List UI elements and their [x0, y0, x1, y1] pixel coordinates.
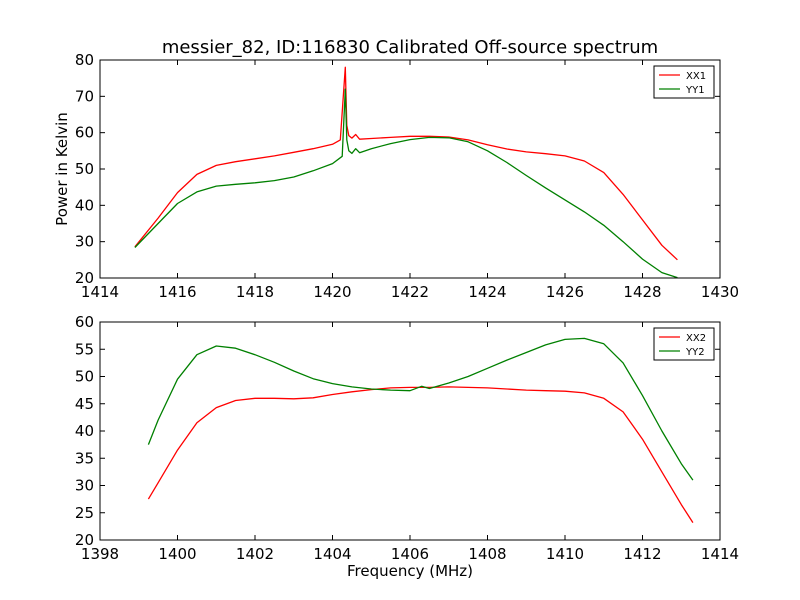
y-tick-label: 70 [75, 87, 94, 105]
x-tick-label: 1400 [158, 545, 196, 563]
x-axis-label: Frequency (MHz) [347, 562, 473, 580]
x-tick-label: 1414 [81, 283, 119, 301]
y-tick-label: 50 [75, 160, 94, 178]
y-tick-label: 25 [75, 504, 94, 522]
x-tick-label: 1406 [391, 545, 429, 563]
top-panel: 1414 1416 1418 1420 1422 1424 1426 1428 1430 20 30… [53, 51, 739, 301]
legend-box [653, 65, 715, 99]
y-tick-label: 55 [75, 340, 94, 358]
x-tick-label: 1408 [468, 545, 506, 563]
x-tick-label: 1420 [313, 283, 351, 301]
x-tick-label: 1404 [313, 545, 351, 563]
chart-title: messier_82, ID:116830 Calibrated Off-sou… [162, 37, 658, 58]
y-tick-label: 50 [75, 368, 94, 386]
x-tick-label: 1424 [468, 283, 506, 301]
legend-label-yy2: YY2 [685, 347, 705, 358]
legend-label-xx2: XX2 [686, 333, 706, 344]
bottom-panel: 1398 1400 1402 1404 1406 1408 1410 1412 1414 20 25… [75, 313, 739, 580]
series-line-yy2 [147, 337, 694, 481]
y-tick-label: 20 [75, 269, 94, 287]
y-tick-label: 40 [75, 196, 94, 214]
y-tick-label: 60 [75, 313, 94, 331]
legend-label-yy1: YY1 [685, 85, 705, 96]
x-tick-label: 1412 [623, 545, 661, 563]
x-tick-label: 1418 [236, 283, 274, 301]
y-tick-label: 80 [75, 51, 94, 69]
x-tick-label: 1428 [623, 283, 661, 301]
x-tick-label: 1416 [158, 283, 196, 301]
y-tick-label: 30 [75, 233, 94, 251]
x-tick-label: 1402 [236, 545, 274, 563]
x-tick-label: 1410 [546, 545, 584, 563]
x-tick-label: 1422 [391, 283, 429, 301]
series-line-yy1 [134, 88, 678, 279]
y-tick-label: 40 [75, 422, 94, 440]
y-tick-label: 20 [75, 531, 94, 549]
x-tick-label: 1426 [546, 283, 584, 301]
y-tick-label: 30 [75, 477, 94, 495]
y-tick-label: 45 [75, 395, 94, 413]
x-tick-label: 1398 [81, 545, 119, 563]
y-tick-label: 60 [75, 124, 94, 142]
y-axis-label: Power in Kelvin [53, 112, 71, 226]
x-tick-label: 1430 [701, 283, 739, 301]
series-line-xx1 [134, 66, 678, 261]
legend-box [653, 327, 715, 361]
legend-label-xx1: XX1 [686, 71, 706, 82]
y-tick-label: 35 [75, 449, 94, 467]
x-tick-label: 1414 [701, 545, 739, 563]
